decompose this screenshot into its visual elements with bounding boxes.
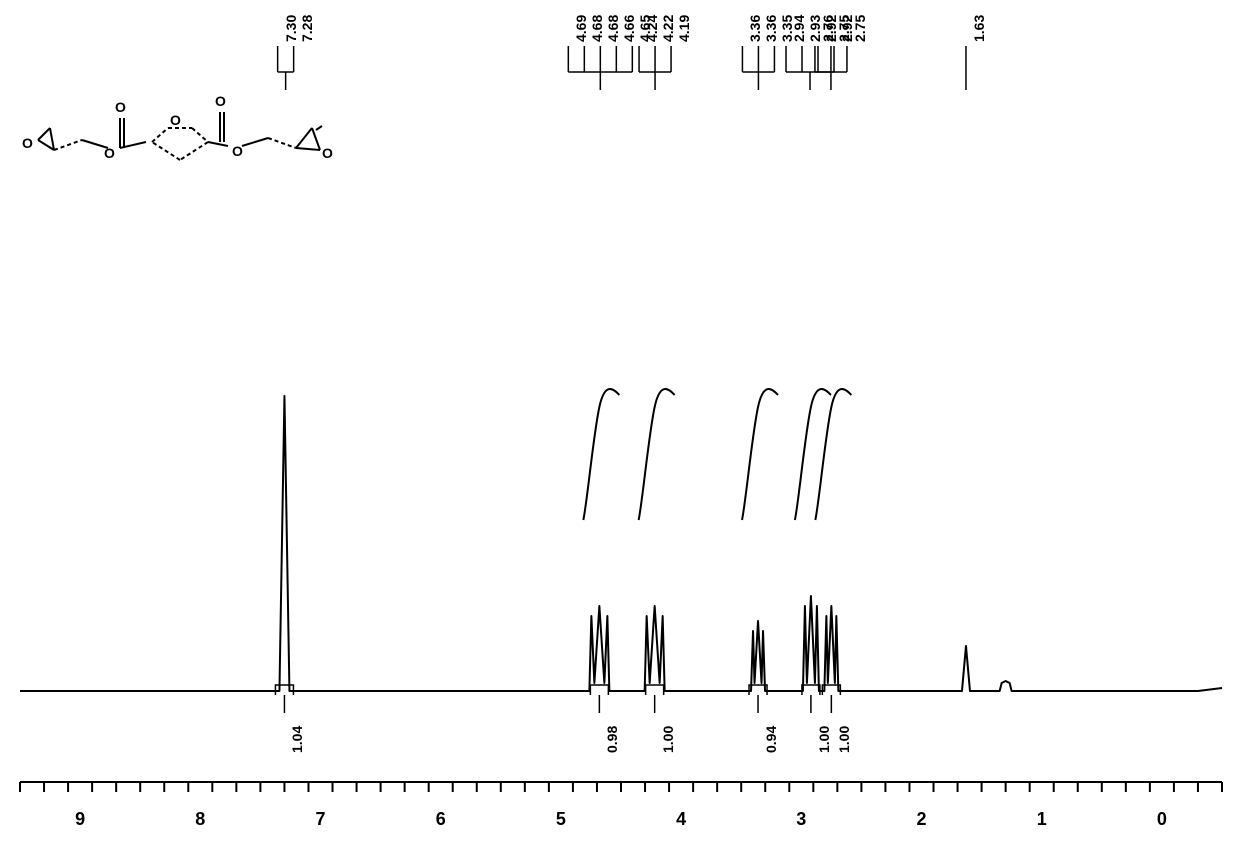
svg-text:O: O bbox=[232, 143, 243, 159]
svg-text:6: 6 bbox=[436, 809, 446, 829]
svg-text:4: 4 bbox=[676, 809, 686, 829]
peak-label: 3.36 bbox=[747, 15, 763, 42]
peak-label: 7.30 bbox=[283, 15, 299, 42]
svg-text:O: O bbox=[215, 93, 226, 109]
svg-text:O: O bbox=[104, 145, 115, 161]
integral-label: 1.04 bbox=[289, 726, 305, 753]
nmr-spectrum-figure: 9876543210OOOOOOO 1.040.981.000.941.001.… bbox=[0, 0, 1240, 846]
peak-label: 4.19 bbox=[676, 15, 692, 42]
peak-label: 2.75 bbox=[852, 15, 868, 42]
svg-text:8: 8 bbox=[195, 809, 205, 829]
peak-label: 2.75 bbox=[836, 15, 852, 42]
integral-label: 0.94 bbox=[763, 726, 779, 753]
svg-text:1: 1 bbox=[1037, 809, 1047, 829]
peak-label: 1.63 bbox=[971, 15, 987, 42]
peak-label: 4.22 bbox=[660, 15, 676, 42]
svg-text:O: O bbox=[170, 112, 181, 128]
peak-label: 4.66 bbox=[621, 15, 637, 42]
peak-label: 4.24 bbox=[644, 15, 660, 42]
integral-label: 0.98 bbox=[604, 726, 620, 753]
integral-label: 1.00 bbox=[660, 726, 676, 753]
peak-label: 3.36 bbox=[763, 15, 779, 42]
svg-text:0: 0 bbox=[1157, 809, 1167, 829]
svg-text:O: O bbox=[115, 99, 126, 115]
svg-text:O: O bbox=[322, 145, 333, 161]
svg-text:O: O bbox=[22, 135, 33, 151]
integral-label: 1.00 bbox=[816, 726, 832, 753]
svg-text:3: 3 bbox=[796, 809, 806, 829]
spectrum-svg: 9 8 7 6 5 4 3 2 1 0 O O O O O O O bbox=[0, 0, 1240, 846]
svg-text:7: 7 bbox=[315, 809, 325, 829]
svg-text:5: 5 bbox=[556, 809, 566, 829]
peak-label: 4.68 bbox=[589, 15, 605, 42]
peak-label: 2.94 bbox=[791, 15, 807, 42]
integral-label: 1.00 bbox=[836, 726, 852, 753]
peak-label: 7.28 bbox=[299, 15, 315, 42]
peak-label: 2.76 bbox=[820, 15, 836, 42]
svg-text:9: 9 bbox=[75, 809, 85, 829]
peak-label: 4.68 bbox=[605, 15, 621, 42]
peak-label: 4.69 bbox=[573, 15, 589, 42]
svg-text:2: 2 bbox=[916, 809, 926, 829]
